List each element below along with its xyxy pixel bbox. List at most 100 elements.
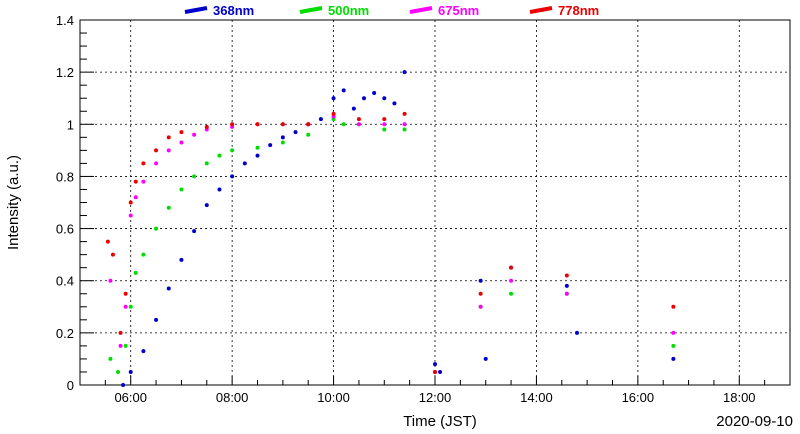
data-point bbox=[204, 203, 209, 208]
legend-label: 778nm bbox=[558, 3, 599, 18]
data-point bbox=[123, 343, 128, 348]
data-point bbox=[230, 148, 235, 153]
data-point bbox=[382, 122, 387, 127]
series-778nm bbox=[105, 111, 676, 374]
data-point bbox=[118, 330, 123, 335]
x-axis-ticks: 06:00 08:00 10:00 12:00 14:00 16:00 18:00 bbox=[79, 376, 791, 405]
data-point bbox=[671, 356, 676, 361]
date-label: 2020-09-10 bbox=[716, 413, 793, 430]
data-point bbox=[108, 278, 113, 283]
data-point bbox=[230, 122, 235, 127]
y-tick-label: 0 bbox=[67, 378, 74, 393]
data-point bbox=[306, 132, 311, 137]
data-point bbox=[331, 111, 336, 116]
data-point bbox=[280, 135, 285, 140]
data-point bbox=[382, 96, 387, 101]
data-point bbox=[217, 153, 222, 158]
data-point bbox=[402, 111, 407, 116]
data-point bbox=[141, 161, 146, 166]
data-point bbox=[154, 161, 159, 166]
data-point bbox=[478, 304, 483, 309]
data-point bbox=[133, 270, 138, 275]
series-675nm bbox=[108, 114, 676, 374]
data-point bbox=[356, 122, 361, 127]
data-point bbox=[192, 174, 197, 179]
data-point bbox=[242, 161, 247, 166]
data-point bbox=[128, 200, 133, 205]
data-point bbox=[108, 356, 113, 361]
data-point bbox=[268, 143, 273, 148]
data-point bbox=[217, 187, 222, 192]
data-point bbox=[121, 383, 126, 387]
data-point bbox=[128, 213, 133, 218]
y-tick-label: 0.8 bbox=[56, 169, 74, 184]
y-tick-label: 1.4 bbox=[56, 13, 74, 28]
grid bbox=[80, 20, 790, 385]
data-point bbox=[280, 122, 285, 127]
data-point bbox=[128, 369, 133, 374]
data-point bbox=[204, 161, 209, 166]
data-point bbox=[575, 330, 579, 335]
data-point bbox=[341, 122, 346, 127]
data-point bbox=[509, 291, 514, 296]
legend-swatch bbox=[529, 6, 553, 14]
x-tick-label: 14:00 bbox=[520, 390, 553, 405]
x-tick-label: 18:00 bbox=[723, 390, 756, 405]
data-point bbox=[105, 239, 110, 244]
data-point bbox=[255, 122, 260, 127]
y-tick-label: 0.2 bbox=[56, 326, 74, 341]
data-point bbox=[179, 140, 184, 145]
data-point bbox=[166, 148, 171, 153]
y-tick-label: 0.4 bbox=[56, 274, 74, 289]
data-point bbox=[133, 195, 138, 200]
data-point bbox=[433, 369, 437, 374]
data-point bbox=[166, 135, 171, 140]
data-point bbox=[154, 226, 159, 231]
data-point bbox=[141, 252, 146, 257]
series-368nm bbox=[121, 70, 676, 387]
data-point bbox=[318, 117, 323, 122]
data-point bbox=[433, 362, 437, 367]
data-point bbox=[564, 273, 569, 278]
data-point bbox=[166, 205, 171, 210]
data-point bbox=[402, 127, 407, 132]
data-point bbox=[110, 252, 115, 257]
data-point bbox=[671, 304, 676, 309]
legend-label: 500nm bbox=[328, 3, 369, 18]
data-point bbox=[293, 130, 298, 135]
data-point bbox=[382, 127, 387, 132]
data-point bbox=[483, 356, 488, 361]
legend: 368nm 500nm 675nm 778nm bbox=[184, 3, 599, 18]
x-tick-label: 06:00 bbox=[114, 390, 147, 405]
x-tick-label: 08:00 bbox=[216, 390, 249, 405]
data-point bbox=[564, 283, 569, 288]
data-point bbox=[280, 140, 285, 145]
data-point bbox=[351, 106, 356, 111]
y-axis-title: Intensity (a.u.) bbox=[5, 155, 22, 250]
data-point bbox=[356, 117, 361, 122]
data-point bbox=[564, 291, 569, 296]
data-point bbox=[255, 153, 260, 158]
x-axis-title: Time (JST) bbox=[403, 413, 477, 430]
data-point bbox=[204, 124, 209, 129]
data-point bbox=[192, 132, 197, 137]
data-point bbox=[192, 229, 197, 234]
data-point bbox=[402, 122, 407, 127]
data-point bbox=[362, 96, 366, 101]
y-tick-label: 1 bbox=[67, 117, 74, 132]
data-point bbox=[154, 317, 159, 322]
data-point bbox=[402, 70, 407, 75]
data-point bbox=[116, 369, 121, 374]
data-point bbox=[478, 291, 483, 296]
x-tick-label: 16:00 bbox=[622, 390, 655, 405]
data-point bbox=[671, 330, 676, 335]
data-point bbox=[179, 187, 184, 192]
data-point bbox=[392, 101, 397, 106]
data-point bbox=[141, 179, 146, 184]
data-point bbox=[341, 88, 346, 93]
data-point bbox=[331, 96, 336, 101]
series-500nm bbox=[108, 117, 676, 374]
data-point bbox=[438, 369, 443, 374]
